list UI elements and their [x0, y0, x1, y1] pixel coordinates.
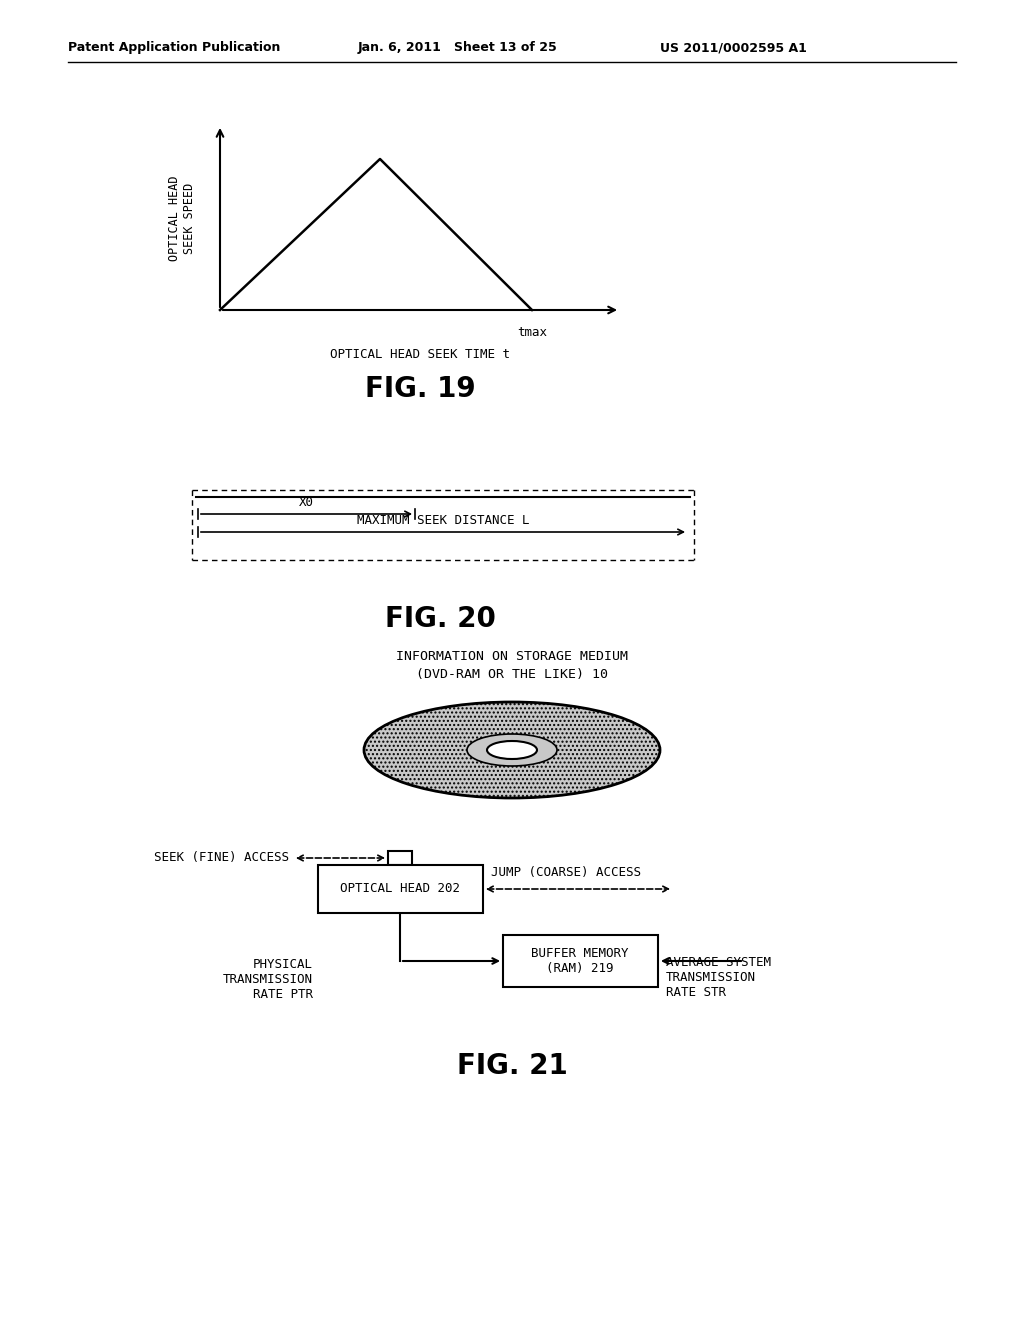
Text: X0: X0 — [299, 496, 313, 510]
Text: FIG. 21: FIG. 21 — [457, 1052, 567, 1080]
Text: MAXIMUM SEEK DISTANCE L: MAXIMUM SEEK DISTANCE L — [356, 513, 529, 527]
Text: tmax: tmax — [517, 326, 547, 339]
Text: JUMP (COARSE) ACCESS: JUMP (COARSE) ACCESS — [490, 866, 641, 879]
Text: OPTICAL HEAD 202: OPTICAL HEAD 202 — [340, 883, 460, 895]
Bar — [388, 851, 412, 865]
Text: BUFFER MEMORY
(RAM) 219: BUFFER MEMORY (RAM) 219 — [531, 946, 629, 975]
Text: Jan. 6, 2011   Sheet 13 of 25: Jan. 6, 2011 Sheet 13 of 25 — [358, 41, 558, 54]
Text: FIG. 19: FIG. 19 — [365, 375, 475, 403]
Ellipse shape — [467, 734, 557, 766]
Text: Patent Application Publication: Patent Application Publication — [68, 41, 281, 54]
Text: OPTICAL HEAD SEEK TIME t: OPTICAL HEAD SEEK TIME t — [330, 348, 510, 360]
Text: (DVD-RAM OR THE LIKE) 10: (DVD-RAM OR THE LIKE) 10 — [416, 668, 608, 681]
Bar — [503, 935, 658, 987]
Bar — [318, 865, 483, 913]
Ellipse shape — [487, 741, 537, 759]
Text: FIG. 20: FIG. 20 — [385, 605, 496, 634]
Ellipse shape — [364, 702, 660, 799]
Text: AVERAGE SYSTEM
TRANSMISSION
RATE STR: AVERAGE SYSTEM TRANSMISSION RATE STR — [666, 956, 771, 999]
Text: INFORMATION ON STORAGE MEDIUM: INFORMATION ON STORAGE MEDIUM — [396, 649, 628, 663]
Text: OPTICAL HEAD
SEEK SPEED: OPTICAL HEAD SEEK SPEED — [168, 176, 196, 261]
Text: PHYSICAL
TRANSMISSION
RATE PTR: PHYSICAL TRANSMISSION RATE PTR — [223, 958, 313, 1001]
Text: US 2011/0002595 A1: US 2011/0002595 A1 — [660, 41, 807, 54]
Text: SEEK (FINE) ACCESS: SEEK (FINE) ACCESS — [154, 851, 289, 865]
